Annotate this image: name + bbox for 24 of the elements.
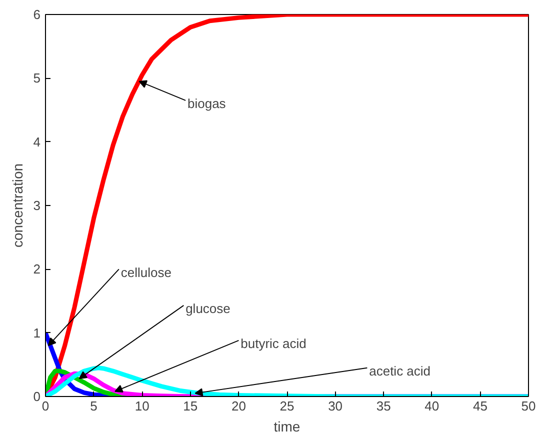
x-tick-label: 50 bbox=[521, 398, 536, 414]
y-tick-label: 6 bbox=[33, 7, 41, 22]
y-tick-label: 2 bbox=[33, 262, 41, 277]
annotation: acetic acid bbox=[369, 364, 431, 379]
x-tick-label: 30 bbox=[328, 398, 343, 414]
x-axis-title: time bbox=[274, 418, 300, 434]
annotation: glucose bbox=[186, 301, 230, 316]
x-tick-label: 40 bbox=[424, 398, 440, 414]
x-tick-label: 35 bbox=[376, 398, 391, 414]
x-tick-label: 15 bbox=[183, 398, 198, 414]
annotation: cellulose bbox=[120, 264, 172, 280]
y-tick-label: 4 bbox=[33, 134, 41, 150]
x-tick-label: 25 bbox=[280, 398, 294, 414]
x-tick-label: 20 bbox=[231, 398, 246, 414]
y-tick-label: 1 bbox=[33, 325, 41, 340]
y-tick-label: 5 bbox=[33, 70, 41, 86]
annotation: biogas bbox=[188, 96, 226, 112]
x-tick-label: 10 bbox=[134, 398, 150, 414]
x-tick-label: 45 bbox=[472, 398, 488, 414]
y-tick-label: 0 bbox=[33, 389, 41, 404]
x-tick-label: 5 bbox=[90, 398, 98, 414]
y-tick-label: 3 bbox=[33, 198, 41, 213]
annotation: butyric acid bbox=[240, 336, 306, 352]
y-axis-title: concentration bbox=[9, 163, 26, 248]
